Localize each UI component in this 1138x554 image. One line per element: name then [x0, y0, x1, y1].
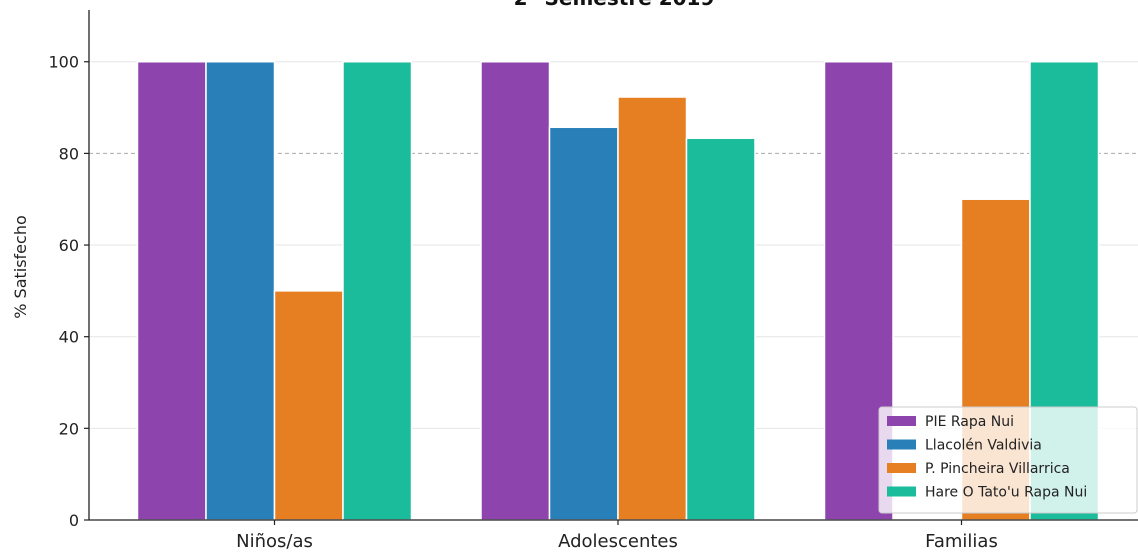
chart-title: 2° Semestre 2019: [514, 0, 715, 10]
y-tick-label: 60: [59, 236, 79, 255]
bar: [548, 126, 619, 521]
legend-label: Hare O Tato'u Rapa Nui: [925, 485, 1087, 501]
legend-swatch: [887, 463, 916, 473]
legend-box: [878, 406, 1138, 514]
legend-swatch: [887, 416, 916, 426]
legend-label: PIE Rapa Nui: [925, 414, 1014, 430]
x-tick-label: Niños/as: [236, 531, 313, 552]
x-tick-labels: Niños/as Adolescentes Familias: [236, 520, 998, 552]
legend-label: Llacolén Valdivia: [925, 438, 1042, 454]
x-tick-label: Adolescentes: [558, 531, 678, 552]
bar: [136, 60, 207, 521]
y-tick-label: 100: [48, 53, 79, 72]
axes: [88, 10, 1138, 521]
legend-swatch: [887, 439, 916, 450]
legend: PIE Rapa Nui Llacolén Valdivia P. Pincheir…: [878, 406, 1138, 514]
legend-label: P. Pincheira Villarrica: [925, 461, 1070, 477]
y-tick-labels: 0 20 40 60 80 100: [48, 53, 89, 530]
x-tick-label: Familias: [925, 531, 998, 552]
y-axis-title: % Satisfecho: [11, 215, 30, 319]
y-tick-label: 20: [59, 419, 79, 438]
legend-swatch: [887, 486, 916, 497]
bar: [342, 60, 413, 521]
y-tick-label: 0: [69, 511, 79, 530]
bar: [205, 60, 276, 521]
bar: [685, 137, 756, 521]
bars: [136, 60, 1100, 521]
bar: [480, 60, 551, 521]
y-tick-label: 40: [59, 328, 79, 347]
y-tick-label: 80: [59, 144, 79, 163]
bar: [617, 96, 688, 521]
bar: [273, 290, 344, 521]
